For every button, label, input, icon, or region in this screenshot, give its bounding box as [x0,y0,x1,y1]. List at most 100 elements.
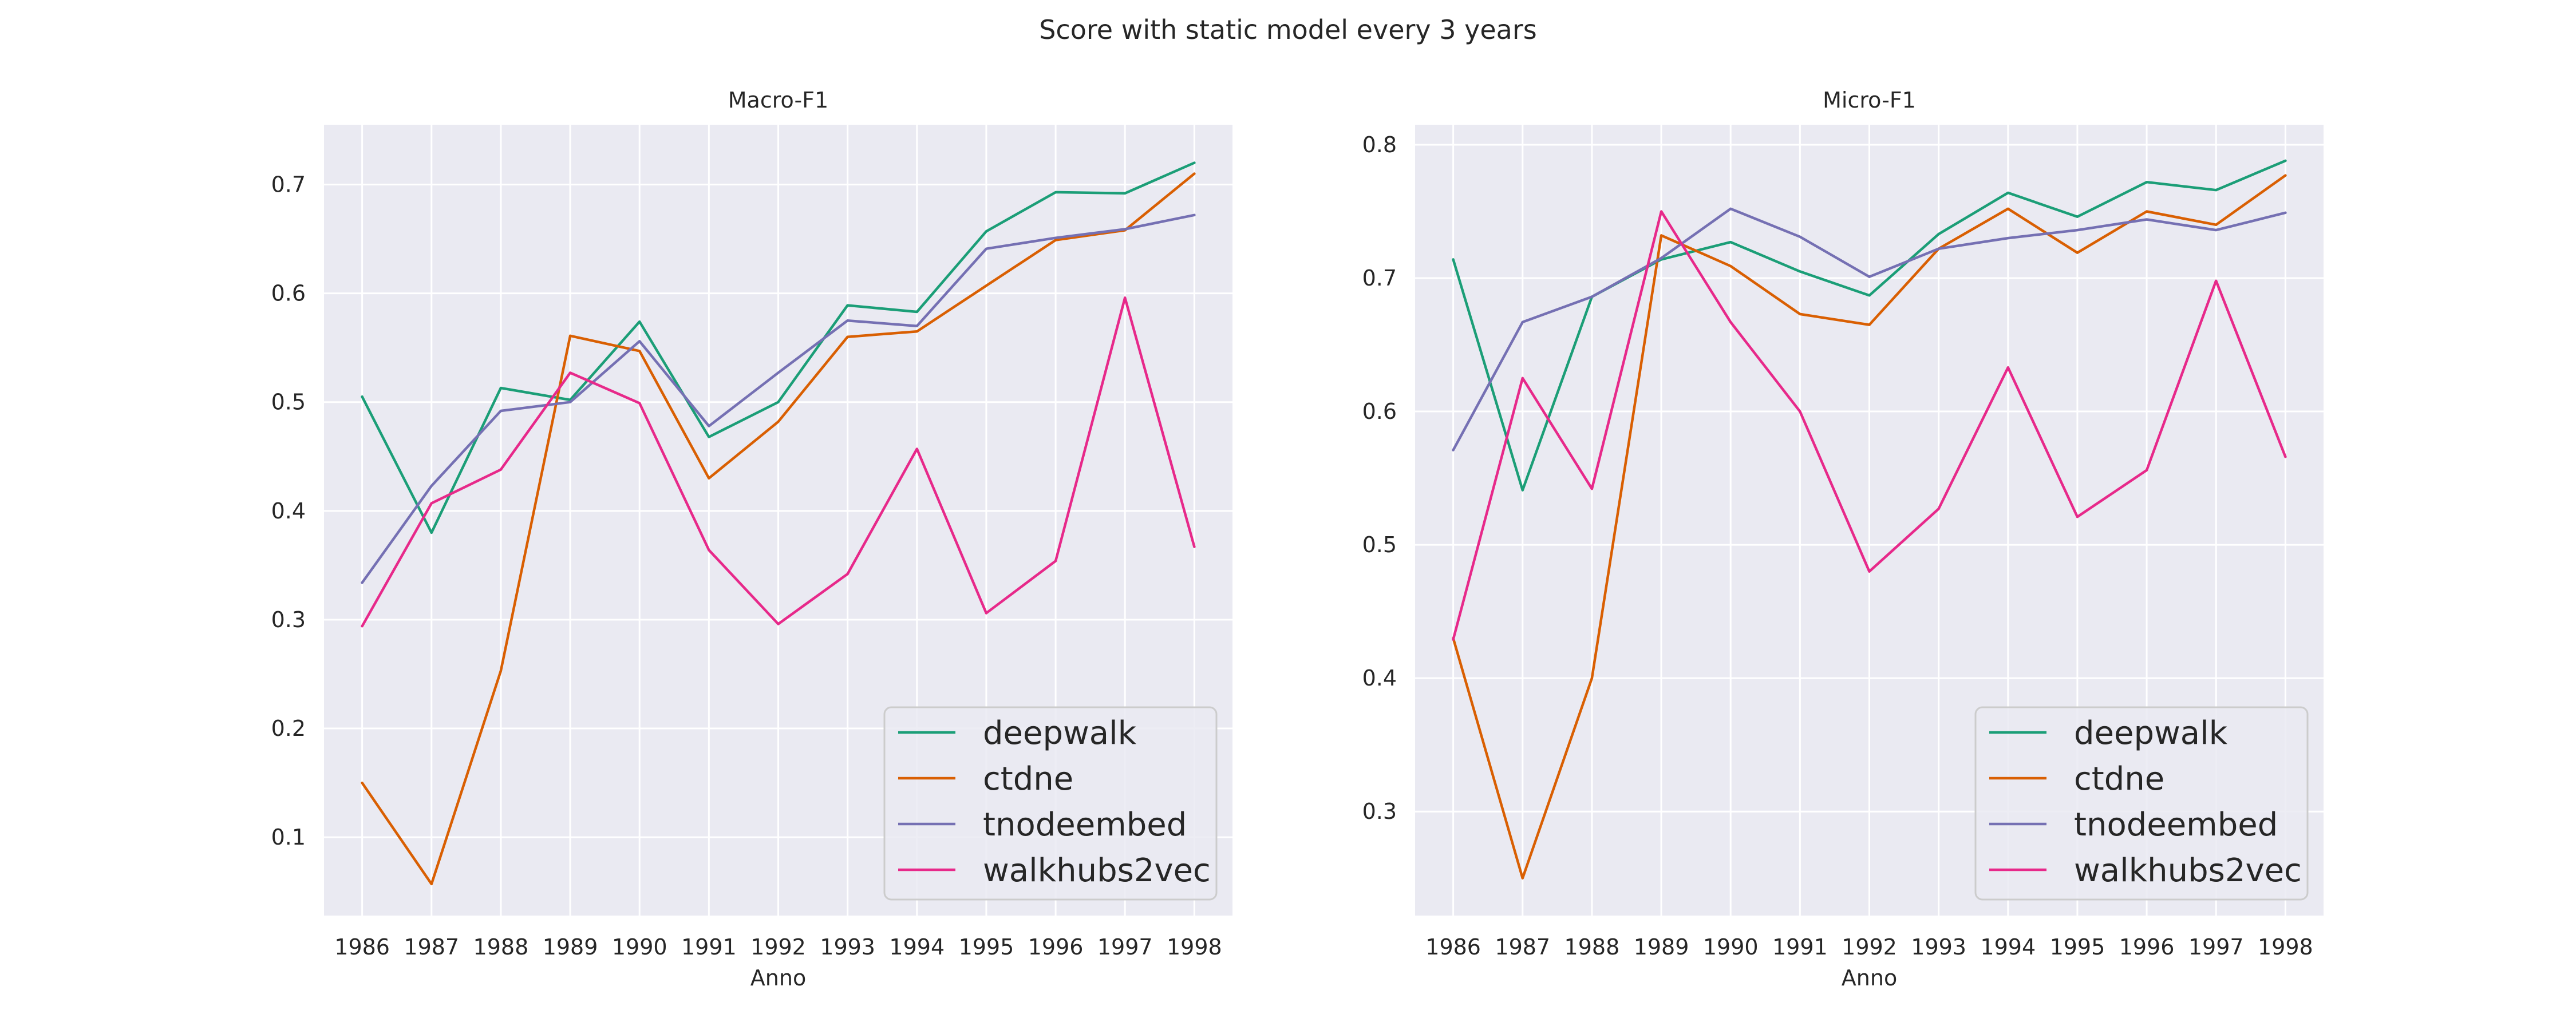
macro-f1-x-tick-label: 1996 [1028,934,1084,960]
macro-f1-x-tick-label: 1994 [889,934,945,960]
macro-f1-data-point-deepwalk [499,387,502,390]
micro-f1-data-point-deepwalk [1799,270,1801,273]
macro-f1-data-point-walkhubs2vec [985,612,987,615]
micro-f1-legend: deepwalk ctdne tnodeembed walkhubs2vec [1974,706,2309,901]
micro-f1-x-tick-label: 1987 [1495,934,1550,960]
macro-f1-data-point-ctdne [569,334,572,337]
macro-f1-y-tick-label: 0.4 [271,498,306,524]
macro-f1-legend-box [883,706,1218,901]
micro-f1-data-point-walkhubs2vec [1868,570,1871,573]
macro-f1-data-point-walkhubs2vec [499,468,502,471]
macro-f1-x-tick-label: 1987 [404,934,459,960]
micro-f1-legend-label-tnodeembed: tnodeembed [2074,806,2278,843]
macro-f1-data-point-tnodeembed [638,340,641,343]
micro-f1-series-lines [1452,159,2287,880]
macro-f1-legend: deepwalk ctdne tnodeembed walkhubs2vec [883,706,1218,901]
macro-f1-x-tick-label: 1991 [681,934,737,960]
macro-f1-legend-label-ctdne: ctdne [983,760,1073,798]
micro-f1-data-point-walkhubs2vec [1799,410,1801,413]
micro-f1-data-point-ctdne [1729,265,1732,268]
macro-f1-x-axis-label: Anno [750,965,806,991]
macro-f1-legend-label-walkhubs2vec: walkhubs2vec [983,852,1211,889]
micro-f1-data-point-deepwalk [1452,258,1455,261]
micro-f1-x-axis-label: Anno [1842,965,1897,991]
macro-f1-x-tick-label: 1997 [1097,934,1153,960]
micro-f1-data-point-tnodeembed [2006,237,2009,240]
macro-f1-data-point-deepwalk [361,395,364,398]
micro-f1-legend-label-walkhubs2vec: walkhubs2vec [2074,852,2302,889]
macro-f1-legend-label-tnodeembed: tnodeembed [983,806,1187,843]
micro-f1-data-point-tnodeembed [1452,449,1455,451]
macro-f1-data-point-ctdne [430,882,433,885]
macro-f1-data-point-ctdne [499,670,502,672]
micro-f1-data-point-walkhubs2vec [1729,320,1732,323]
macro-f1-data-point-deepwalk [1054,191,1057,193]
micro-f1-data-point-walkhubs2vec [1521,377,1524,379]
micro-f1-y-tick-label: 0.3 [1362,799,1397,824]
macro-f1-series-lines [361,161,1196,886]
macro-f1-data-point-walkhubs2vec [430,502,433,505]
micro-f1-data-point-tnodeembed [1868,275,1871,278]
micro-f1-data-point-tnodeembed [2146,218,2148,221]
macro-f1-data-point-tnodeembed [846,319,849,322]
macro-f1-data-point-tnodeembed [361,581,364,584]
micro-f1-data-point-walkhubs2vec [2284,455,2287,458]
micro-f1-x-tick-label: 1997 [2188,934,2244,960]
micro-f1-data-point-ctdne [2215,223,2218,226]
macro-f1-data-point-walkhubs2vec [915,447,918,450]
micro-f1-x-tick-label: 1992 [1842,934,1897,960]
macro-f1-x-tick-label: 1986 [334,934,390,960]
macro-f1-data-point-walkhubs2vec [777,623,780,625]
figure-suptitle: Score with static model every 3 years [1039,14,1537,45]
macro-f1-panel: 0.1 0.2 0.3 0.4 0.5 0.6 0.7 1986 1987 1988 1989 199… [271,88,1232,991]
micro-f1-legend-box [1974,706,2309,901]
micro-f1-x-tick-labels: 1986 1987 1988 1989 1990 1991 1992 1993 1994 1995… [1425,934,2313,960]
micro-f1-data-point-tnodeembed [1590,295,1593,298]
macro-f1-x-tick-label: 1998 [1167,934,1222,960]
macro-f1-data-point-deepwalk [430,531,433,534]
micro-f1-data-point-ctdne [1521,877,1524,880]
macro-f1-data-point-walkhubs2vec [361,625,364,628]
micro-f1-x-tick-label: 1990 [1703,934,1759,960]
micro-f1-x-tick-label: 1988 [1564,934,1620,960]
micro-f1-data-point-deepwalk [1937,233,1940,236]
macro-f1-data-point-tnodeembed [915,324,918,327]
micro-f1-data-point-walkhubs2vec [2215,279,2218,282]
micro-f1-data-point-walkhubs2vec [2006,366,2009,369]
micro-f1-data-point-walkhubs2vec [1452,638,1455,641]
micro-f1-data-point-ctdne [2146,210,2148,213]
micro-f1-data-point-deepwalk [2076,215,2079,218]
macro-f1-data-point-tnodeembed [708,425,710,427]
macro-f1-y-tick-label: 0.7 [271,172,306,197]
micro-f1-grid [1415,125,2324,916]
macro-f1-data-point-tnodeembed [985,247,987,250]
micro-f1-data-point-deepwalk [2146,181,2148,184]
micro-f1-data-point-ctdne [1799,312,1801,315]
macro-f1-x-tick-label: 1990 [612,934,667,960]
micro-f1-y-tick-label: 0.4 [1362,665,1397,691]
micro-f1-data-point-tnodeembed [1937,247,1940,250]
macro-f1-data-point-deepwalk [1124,192,1127,195]
macro-f1-data-point-deepwalk [915,310,918,313]
macro-f1-subplot-title: Macro-F1 [728,88,828,113]
micro-f1-data-point-deepwalk [1521,489,1524,492]
macro-f1-data-point-tnodeembed [1124,228,1127,231]
micro-f1-data-point-tnodeembed [2284,211,2287,214]
micro-f1-x-tick-label: 1995 [2050,934,2105,960]
macro-f1-series-line-walkhubs2vec [361,296,1196,628]
macro-f1-data-point-ctdne [1193,172,1196,175]
macro-f1-legend-label-deepwalk: deepwalk [983,715,1137,752]
micro-f1-data-point-tnodeembed [1660,257,1663,260]
macro-f1-data-point-ctdne [846,335,849,338]
micro-f1-data-point-deepwalk [2006,191,2009,194]
micro-f1-x-tick-label: 1998 [2258,934,2313,960]
macro-f1-x-tick-label: 1989 [543,934,598,960]
macro-f1-data-point-deepwalk [638,320,641,323]
macro-f1-data-point-walkhubs2vec [638,402,641,405]
micro-f1-legend-label-deepwalk: deepwalk [2074,715,2228,752]
macro-f1-x-tick-label: 1993 [820,934,875,960]
macro-f1-y-tick-labels: 0.1 0.2 0.3 0.4 0.5 0.6 0.7 [271,172,306,850]
micro-f1-data-point-walkhubs2vec [2076,516,2079,518]
macro-f1-data-point-walkhubs2vec [1124,296,1127,299]
macro-f1-y-tick-label: 0.6 [271,281,306,306]
